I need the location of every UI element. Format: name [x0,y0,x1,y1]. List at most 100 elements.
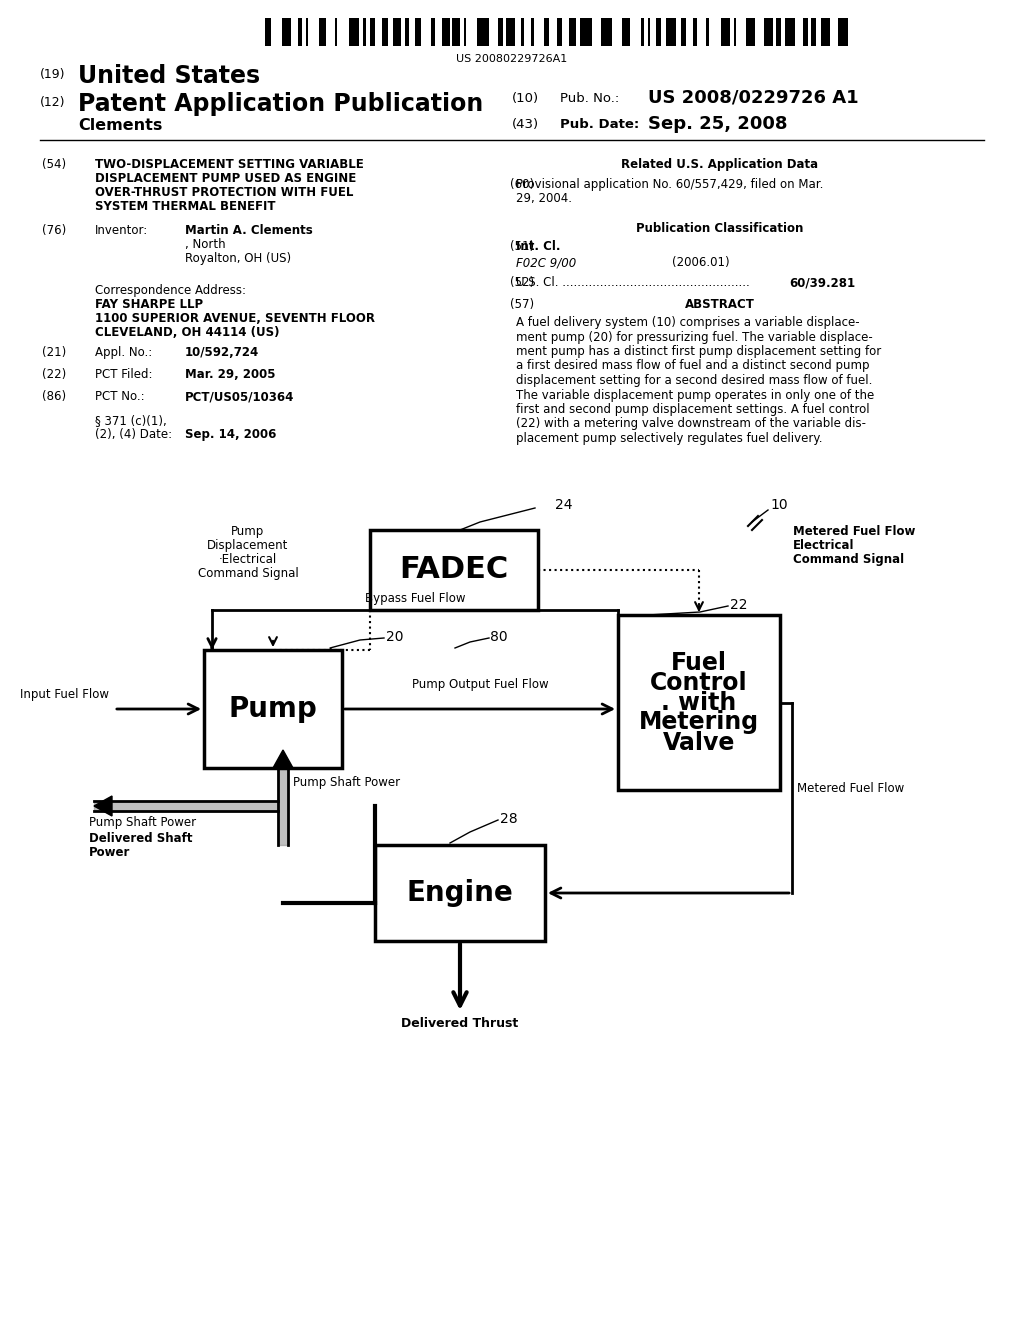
Polygon shape [94,796,112,816]
Text: Valve: Valve [663,730,735,755]
Text: (60): (60) [510,178,535,191]
Bar [362,18,367,46]
Text: (22) with a metering valve downstream of the variable dis-: (22) with a metering valve downstream of… [516,417,866,430]
Text: Appl. No.:: Appl. No.: [95,346,153,359]
Bar [655,18,662,46]
Bar [305,18,308,46]
Text: Pump Output Fuel Flow: Pump Output Fuel Flow [412,678,548,690]
Bar [545,18,549,46]
Text: Int. Cl.: Int. Cl. [516,240,560,253]
Text: Publication Classification: Publication Classification [636,222,804,235]
Bar [557,18,562,46]
Bar [318,18,327,46]
Text: (21): (21) [42,346,67,359]
Bar [764,18,773,46]
Text: United States: United States [78,63,260,88]
Text: Sep. 14, 2006: Sep. 14, 2006 [185,428,276,441]
Text: Fuel: Fuel [671,651,727,675]
Bar [521,18,524,46]
Bar [721,18,730,46]
Text: (51): (51) [510,240,535,253]
Text: Pub. Date:: Pub. Date: [560,117,639,131]
Text: Sep. 25, 2008: Sep. 25, 2008 [648,115,787,133]
Bar [581,18,592,46]
Bar [803,18,808,46]
Text: U.S. Cl. ..................................................: U.S. Cl. ...............................… [516,276,750,289]
Bar [404,18,410,46]
Text: Patent Application Publication: Patent Application Publication [78,92,483,116]
Text: a first desired mass flow of fuel and a distinct second pump: a first desired mass flow of fuel and a … [516,359,869,372]
Bar [784,18,795,46]
Text: placement pump selectively regulates fuel delivery.: placement pump selectively regulates fue… [516,432,822,445]
Text: US 20080229726A1: US 20080229726A1 [457,54,567,63]
Text: (86): (86) [42,389,67,403]
Text: (54): (54) [42,158,67,172]
Text: § 371 (c)(1),: § 371 (c)(1), [95,414,167,426]
Bar [282,18,291,46]
Text: Inventor:: Inventor: [95,224,148,238]
Bar [745,18,755,46]
Text: Metered Fuel Flow: Metered Fuel Flow [793,525,915,539]
Bar [382,18,388,46]
Bar [442,18,450,46]
Text: . with: . with [662,690,736,714]
Bar [641,18,644,46]
Bar [464,18,466,46]
Text: Command Signal: Command Signal [793,553,904,566]
Bar [204,649,342,768]
Text: Pump Shaft Power: Pump Shaft Power [293,776,400,789]
Text: PCT Filed:: PCT Filed: [95,368,153,381]
Text: Clements: Clements [78,117,163,133]
Bar [335,18,337,46]
Text: Martin A. Clements: Martin A. Clements [185,224,312,238]
Text: CLEVELAND, OH 44114 (US): CLEVELAND, OH 44114 (US) [95,326,280,339]
Text: 80: 80 [490,630,508,644]
Text: Delivered Shaft: Delivered Shaft [89,832,193,845]
Text: Pump: Pump [228,696,317,723]
Text: Delivered Thrust: Delivered Thrust [401,1016,518,1030]
Text: PCT No.:: PCT No.: [95,389,144,403]
Bar [506,18,515,46]
Text: PCT/US05/10364: PCT/US05/10364 [185,389,294,403]
Text: F02C 9/00: F02C 9/00 [516,256,577,269]
Text: (2006.01): (2006.01) [672,256,730,269]
Text: Command Signal: Command Signal [198,568,298,579]
Bar [623,18,630,46]
Text: The variable displacement pump operates in only one of the: The variable displacement pump operates … [516,388,874,401]
Bar [348,18,358,46]
Bar [569,18,577,46]
Text: first and second pump displacement settings. A fuel control: first and second pump displacement setti… [516,403,869,416]
Polygon shape [273,750,293,768]
Text: , North: , North [185,238,225,251]
Text: SYSTEM THERMAL BENEFIT: SYSTEM THERMAL BENEFIT [95,201,275,213]
Bar [265,18,270,46]
Bar [453,18,460,46]
Text: (19): (19) [40,69,66,81]
Text: 1100 SUPERIOR AVENUE, SEVENTH FLOOR: 1100 SUPERIOR AVENUE, SEVENTH FLOOR [95,312,375,325]
Text: (43): (43) [512,117,539,131]
Bar [734,18,736,46]
Text: DISPLACEMENT PUMP USED AS ENGINE: DISPLACEMENT PUMP USED AS ENGINE [95,172,356,185]
Bar [393,18,401,46]
Text: Metering: Metering [639,710,759,734]
Bar [693,18,696,46]
Text: ment pump (20) for pressurizing fuel. The variable displace-: ment pump (20) for pressurizing fuel. Th… [516,330,872,343]
Text: (10): (10) [512,92,539,106]
Text: Engine: Engine [407,879,513,907]
Text: Related U.S. Application Data: Related U.S. Application Data [622,158,818,172]
Text: (76): (76) [42,224,67,238]
Text: Control: Control [650,671,748,694]
Text: Input Fuel Flow: Input Fuel Flow [20,688,109,701]
Bar [648,18,650,46]
Text: ment pump has a distinct first pump displacement setting for: ment pump has a distinct first pump disp… [516,345,882,358]
Text: Pub. No.:: Pub. No.: [560,92,620,106]
Bar [298,18,302,46]
Text: displacement setting for a second desired mass flow of fuel.: displacement setting for a second desire… [516,374,872,387]
Text: (57): (57) [510,298,535,312]
Text: ·Electrical: ·Electrical [219,553,278,566]
Bar [707,18,710,46]
Text: Correspondence Address:: Correspondence Address: [95,284,246,297]
Bar [681,18,686,46]
Bar [375,845,545,941]
Bar [477,18,488,46]
